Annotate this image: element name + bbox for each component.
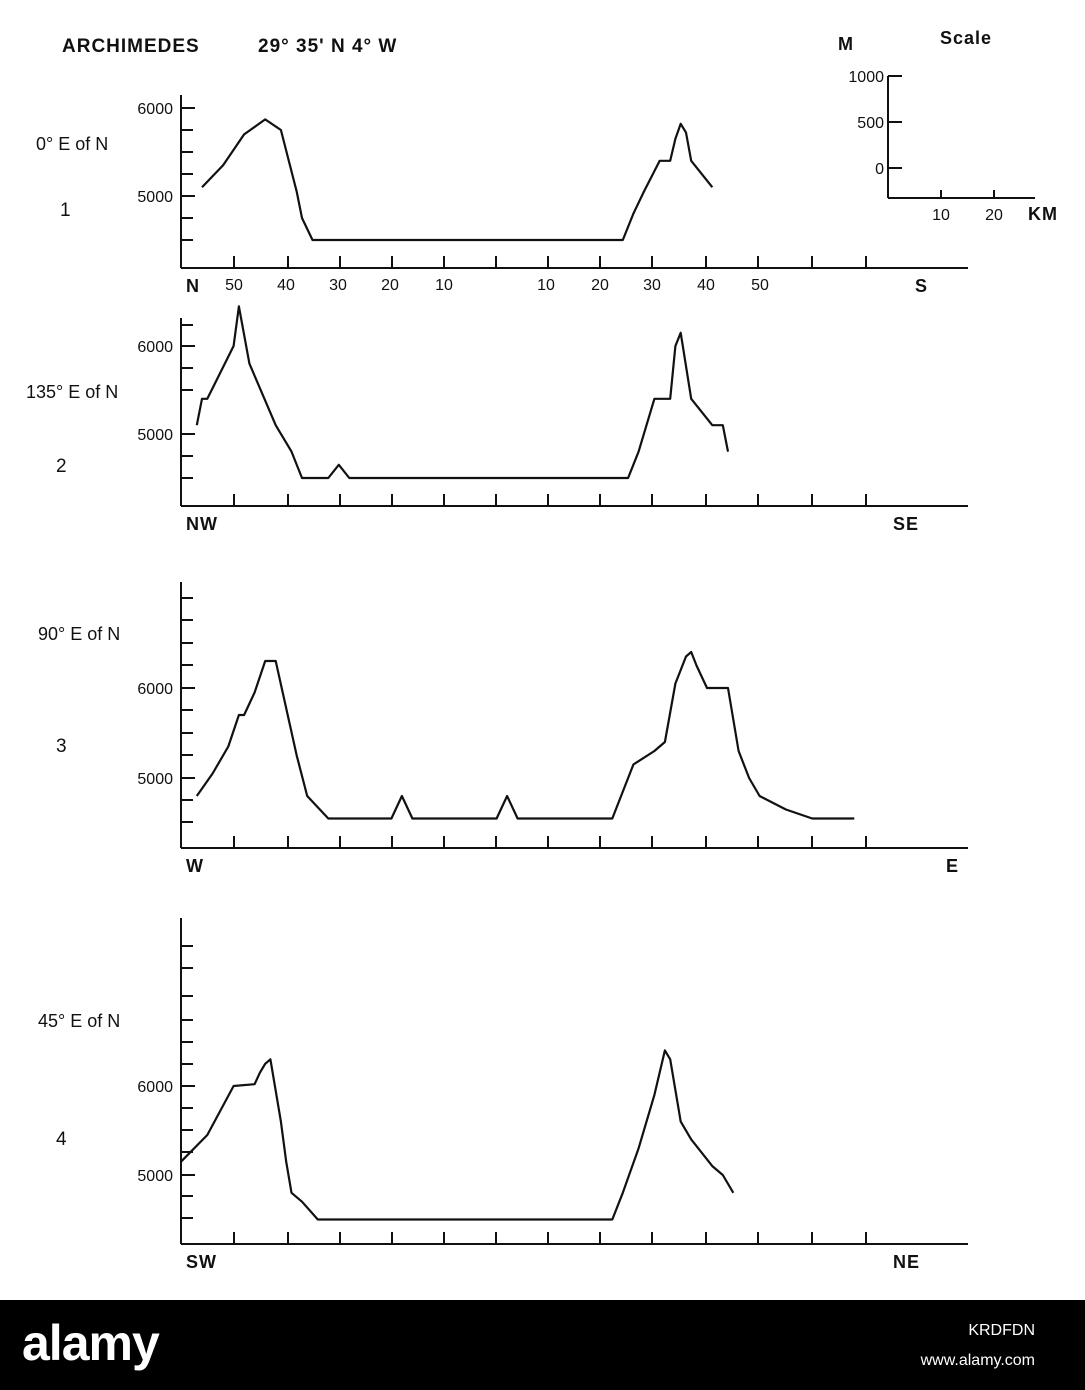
figure-title: ARCHIMEDES	[62, 36, 200, 57]
direction-end-label: NE	[893, 1252, 920, 1272]
y-tick-label: 6000	[137, 101, 173, 118]
x-tick-label: 50	[225, 277, 243, 294]
profile-line	[195, 305, 730, 480]
x-tick-label: 30	[643, 277, 661, 294]
profile-panel-4: 6000 5000 SW NE 45° E of N 4	[38, 918, 968, 1272]
direction-start-label: W	[186, 856, 204, 876]
direction-end-label: E	[946, 856, 959, 876]
scale-y-unit: M	[838, 34, 854, 54]
scale-box: Scale M KM 1000 500 0 10 20	[838, 28, 1058, 224]
scale-title: Scale	[940, 28, 992, 48]
x-tick-label: 20	[591, 277, 609, 294]
profile-line	[180, 1049, 735, 1221]
scale-y-tick-label: 0	[875, 161, 884, 178]
y-tick-label: 6000	[137, 1079, 173, 1096]
watermark-logo: alamy	[22, 1315, 160, 1371]
x-tick-label: 10	[537, 277, 555, 294]
watermark-banner: alamy KRDFDN www.alamy.com	[0, 1300, 1085, 1390]
azimuth-label: 0° E of N	[36, 134, 108, 154]
scale-y-tick-label: 1000	[848, 69, 884, 86]
profile-panel-2: 6000 5000 NW SE 135° E of N 2	[26, 305, 968, 534]
watermark-url: www.alamy.com	[920, 1352, 1035, 1369]
profiles-figure: ARCHIMEDES 29° 35' N 4° W Scale M KM 100…	[26, 28, 1058, 1272]
profile-number-label: 4	[56, 1129, 67, 1150]
direction-start-label: NW	[186, 514, 218, 534]
x-tick-label: 20	[381, 277, 399, 294]
x-tick-label: 30	[329, 277, 347, 294]
scale-x-unit: KM	[1028, 204, 1058, 224]
y-tick-label: 5000	[137, 189, 173, 206]
x-tick-label: 40	[697, 277, 715, 294]
profile-line	[201, 118, 714, 242]
profile-line	[195, 650, 855, 820]
y-tick-label: 5000	[137, 427, 173, 444]
azimuth-label: 90° E of N	[38, 624, 120, 644]
x-tick-label: 40	[277, 277, 295, 294]
y-tick-label: 5000	[137, 771, 173, 788]
direction-start-label: SW	[186, 1252, 217, 1272]
figure-coordinates: 29° 35' N 4° W	[258, 36, 397, 57]
direction-end-label: S	[915, 276, 928, 296]
watermark-image-code: KRDFDN	[968, 1322, 1035, 1339]
y-tick-label: 6000	[137, 339, 173, 356]
profile-panel-3: 6000 5000 W E 90° E of N 3	[38, 582, 968, 876]
profile-number-label: 1	[60, 200, 71, 221]
y-tick-label: 6000	[137, 681, 173, 698]
x-tick-label: 50	[751, 277, 769, 294]
direction-end-label: SE	[893, 514, 919, 534]
profile-number-label: 2	[56, 456, 67, 477]
x-tick-label: 10	[435, 277, 453, 294]
scale-y-tick-label: 500	[857, 115, 884, 132]
profile-number-label: 3	[56, 736, 67, 757]
azimuth-label: 135° E of N	[26, 382, 118, 402]
scale-x-tick-label: 20	[985, 207, 1003, 224]
direction-start-label: N	[186, 276, 200, 296]
scale-x-tick-label: 10	[932, 207, 950, 224]
azimuth-label: 45° E of N	[38, 1011, 120, 1031]
y-tick-label: 5000	[137, 1168, 173, 1185]
